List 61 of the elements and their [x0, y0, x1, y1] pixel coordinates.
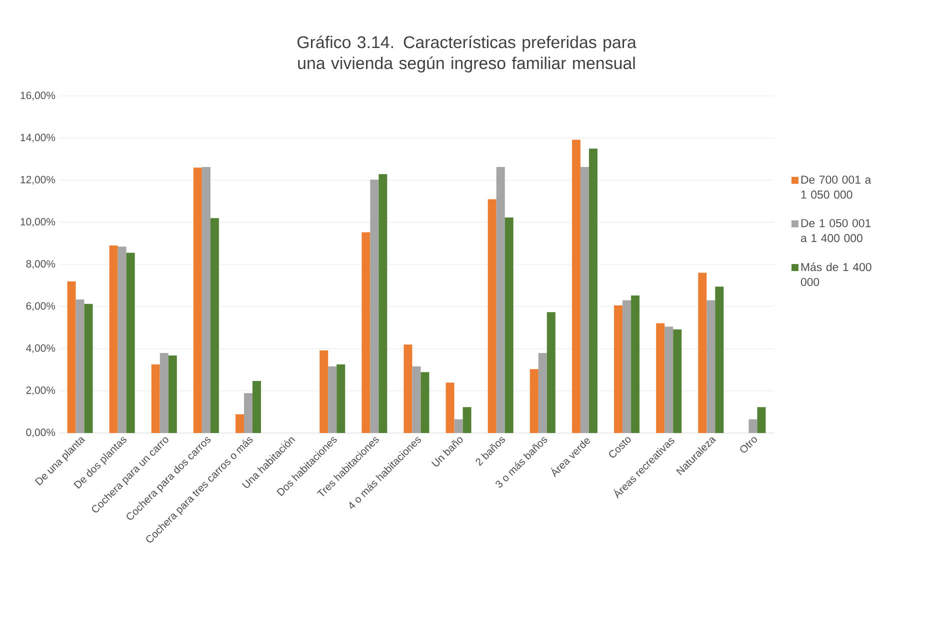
bar [202, 166, 210, 433]
bar [244, 393, 252, 433]
y-tick-label: 6,00% [26, 302, 56, 311]
bar [118, 246, 126, 433]
bar [336, 364, 346, 433]
bar [572, 140, 580, 433]
bar [378, 174, 388, 433]
bar [715, 286, 724, 433]
bar [546, 312, 556, 433]
x-tick-label: Otro [740, 437, 757, 453]
bar [614, 305, 623, 433]
bar [454, 419, 463, 433]
bar [706, 300, 716, 433]
bar [235, 414, 244, 433]
y-tick-label: 0,00% [26, 428, 56, 438]
bar [404, 344, 412, 433]
bar [504, 218, 514, 433]
bar [76, 299, 84, 433]
bar [496, 166, 505, 433]
bar [126, 252, 135, 433]
bar [109, 246, 118, 433]
y-tick-label: 4,00% [26, 344, 56, 354]
bar [420, 372, 430, 433]
bar [631, 295, 640, 433]
bar [151, 364, 160, 433]
bar [530, 369, 538, 433]
bar [193, 168, 202, 433]
y-tick-label: 12,00% [20, 176, 56, 185]
bar [67, 281, 76, 433]
bar [210, 218, 219, 433]
y-tick-label: 14,00% [20, 134, 56, 142]
bar [622, 300, 632, 433]
bar [412, 366, 421, 433]
bar [462, 407, 472, 433]
bar [84, 304, 93, 433]
bar [748, 419, 758, 433]
bar [588, 148, 598, 433]
bar [538, 352, 547, 433]
bar [370, 180, 379, 433]
bar [160, 352, 168, 433]
y-tick-label: 8,00% [26, 260, 56, 269]
bar [362, 232, 370, 433]
bar [252, 380, 261, 433]
bar [757, 407, 766, 433]
y-tick-label: 16,00% [20, 92, 56, 100]
bar [488, 199, 496, 433]
bar [328, 366, 337, 433]
bar [673, 329, 682, 433]
bar [168, 355, 177, 433]
bar [580, 166, 589, 433]
chart-title: Gráfico 3.14. Características preferidas para una vivienda según ingreso familiar mensual [297, 36, 636, 72]
y-tick-label: 2,00% [26, 386, 56, 396]
bar [446, 382, 454, 433]
bar [656, 323, 665, 433]
legend-label: Más de 1 400 000 [800, 262, 872, 286]
bar [320, 350, 328, 433]
bar [664, 326, 674, 433]
bar [698, 272, 707, 433]
y-tick-label: 10,00% [20, 218, 56, 227]
legend-label: De 700 001 a 1 050 000 [801, 176, 872, 199]
legend-label: De 1 050 001 a 1 400 000 [800, 219, 871, 242]
